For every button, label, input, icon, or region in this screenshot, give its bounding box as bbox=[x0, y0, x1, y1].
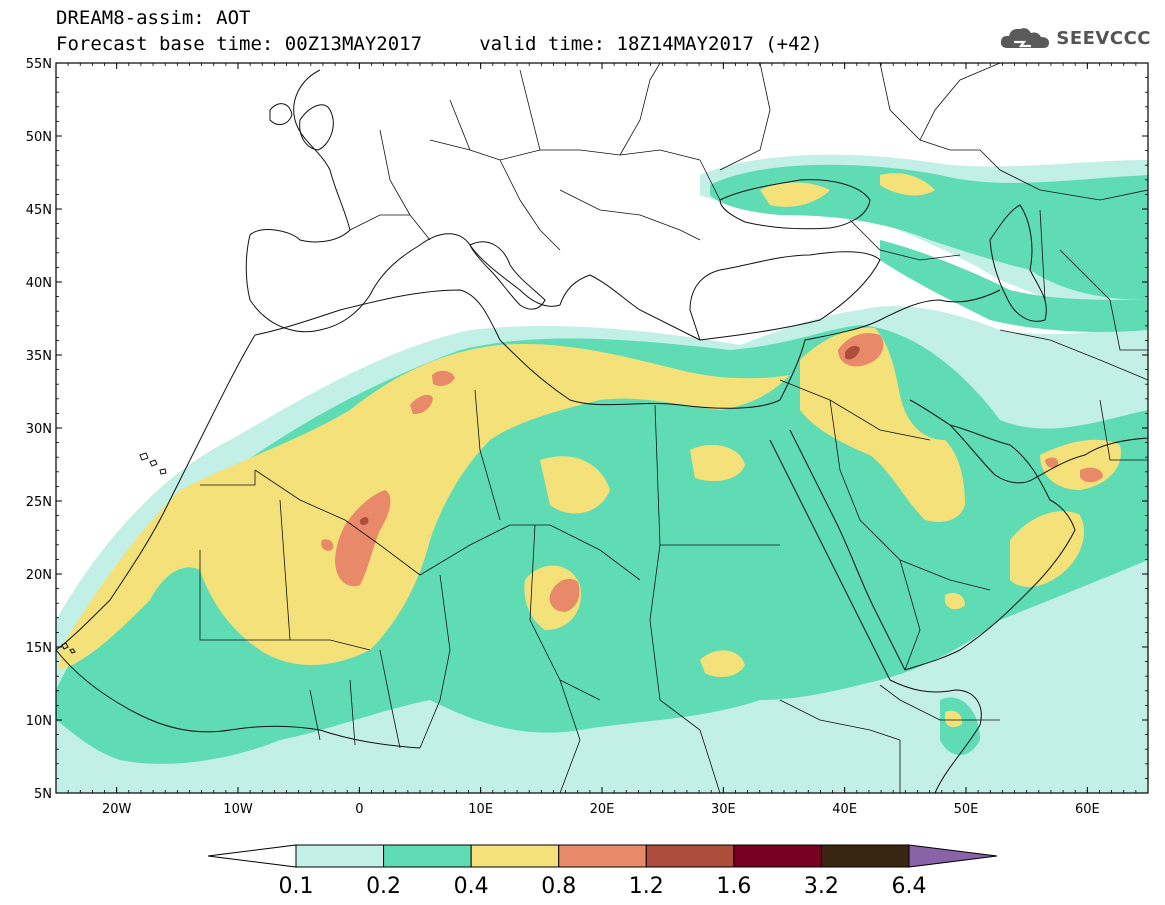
lon-label: 10E bbox=[468, 802, 493, 817]
lat-label: 25N bbox=[26, 495, 52, 510]
lon-label: 60E bbox=[1075, 802, 1100, 817]
colorbar-tick-label: 0.2 bbox=[366, 874, 401, 899]
lat-label: 55N bbox=[26, 57, 52, 72]
aot-level-1-2 bbox=[359, 345, 860, 526]
chart-title: DREAM8-assim: AOT bbox=[56, 7, 251, 29]
lat-label: 45N bbox=[26, 203, 52, 218]
lon-label: 10W bbox=[223, 802, 253, 817]
aot-level-0-8 bbox=[321, 333, 1103, 612]
lat-label: 10N bbox=[26, 714, 52, 729]
logo-text: SEEVCCC bbox=[1056, 27, 1151, 49]
colorbar-segment bbox=[820, 844, 910, 868]
colorbar-segment bbox=[645, 844, 735, 868]
lat-label: 30N bbox=[26, 422, 52, 437]
lon-label: 50E bbox=[954, 802, 979, 817]
colorbar-tick-label: 1.2 bbox=[629, 874, 664, 899]
lon-label: 20W bbox=[102, 802, 132, 817]
colorbar-tick-label: 6.4 bbox=[892, 874, 927, 899]
colorbar-tick-label: 1.6 bbox=[716, 874, 751, 899]
chart-subtitle: Forecast base time: 00Z13MAY2017 valid t… bbox=[56, 33, 823, 55]
colorbar-tick-label: 0.1 bbox=[279, 874, 314, 899]
lat-label: 20N bbox=[26, 568, 52, 583]
colorbar-segment bbox=[558, 844, 647, 868]
cloud-logo-icon bbox=[1001, 28, 1050, 48]
coastlines bbox=[56, 69, 1148, 793]
lon-label: 30E bbox=[711, 802, 736, 817]
borders bbox=[199, 63, 1148, 793]
lat-label: 15N bbox=[26, 641, 52, 656]
colorbar-segment bbox=[733, 844, 822, 868]
lat-label: 40N bbox=[26, 276, 52, 291]
colorbar-segment bbox=[383, 844, 472, 868]
colorbar-tick-label: 0.8 bbox=[541, 874, 576, 899]
colorbar-low-arrow bbox=[207, 844, 297, 868]
colorbar-tick-label: 3.2 bbox=[804, 874, 839, 899]
lon-label: 20E bbox=[590, 802, 615, 817]
colorbar-high-arrow bbox=[908, 844, 998, 868]
map-axes: 55N 50N 45N 40N 35N 30N 25N 20N 15N 10N 5N 20W 10W 0 1… bbox=[26, 57, 1149, 817]
aot-field bbox=[56, 63, 1148, 793]
lon-label: 0 bbox=[355, 802, 363, 817]
lat-label: 35N bbox=[26, 349, 52, 364]
lat-label: 50N bbox=[26, 130, 52, 145]
colorbar-segment bbox=[470, 844, 560, 868]
logo: SEEVCCC bbox=[998, 24, 1151, 52]
lon-label: 40E bbox=[832, 802, 857, 817]
lat-label: 5N bbox=[34, 787, 52, 802]
colorbar: 0.1 0.2 0.4 0.8 1.2 1.6 3.2 6.4 bbox=[207, 844, 998, 899]
colorbar-tick-label: 0.4 bbox=[454, 874, 489, 899]
colorbar-segment bbox=[295, 844, 385, 868]
